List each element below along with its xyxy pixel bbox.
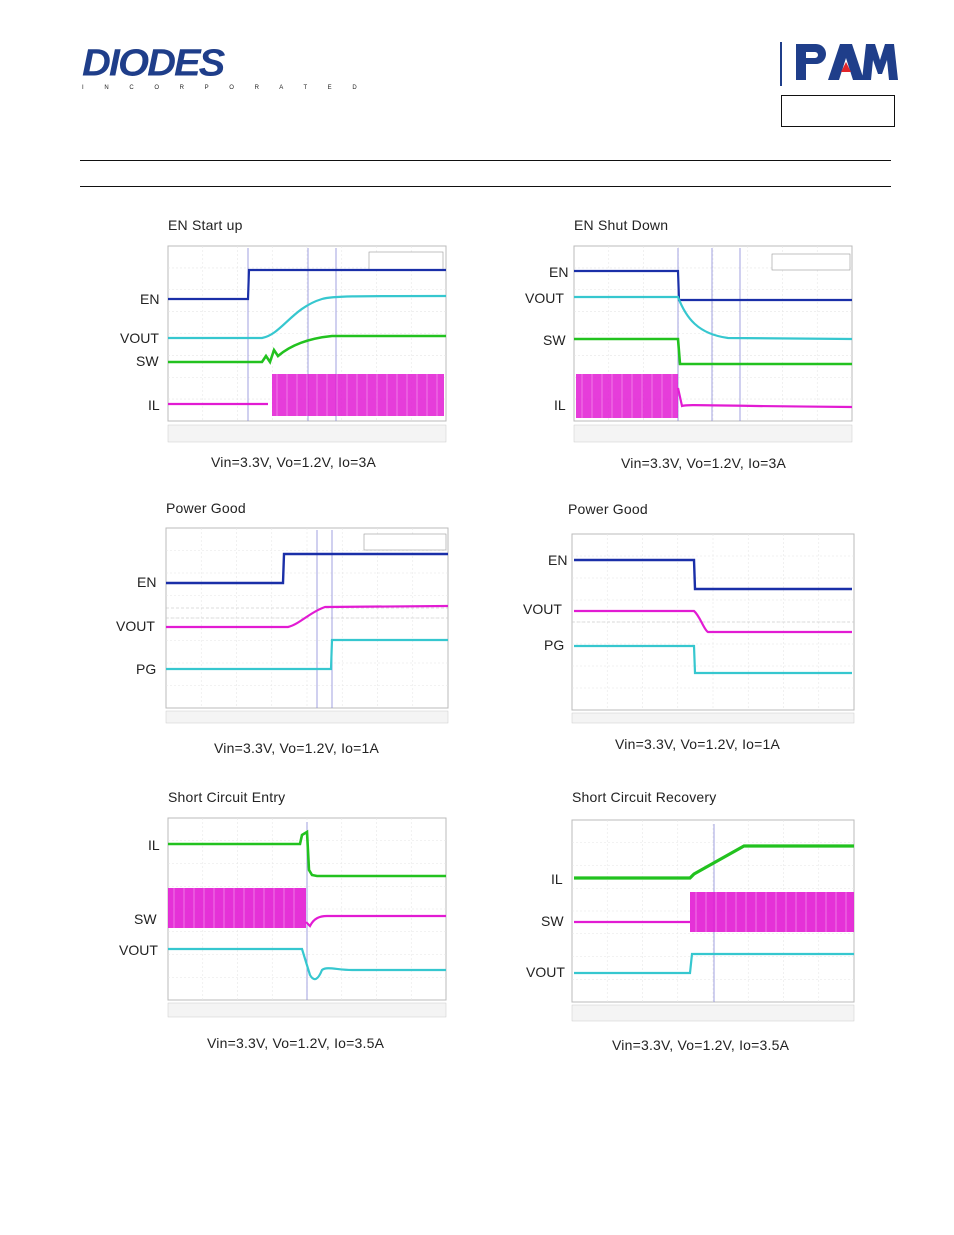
channel-label-il: IL	[148, 397, 160, 413]
diodes-logo-subtitle: I N C O R P O R A T E D	[82, 85, 367, 91]
channel-label-vout: VOUT	[523, 601, 562, 617]
panel-caption-power-good-1: Vin=3.3V, Vo=1.2V, Io=1A	[214, 740, 380, 756]
panel-title-power-good-2: Power Good	[568, 501, 648, 517]
channel-label-en: EN	[137, 574, 157, 590]
panel-title-short-circuit-recovery: Short Circuit Recovery	[572, 789, 717, 805]
channel-label-en: EN	[549, 264, 569, 280]
diodes-logo-word: DIODES	[82, 42, 225, 84]
panel-caption-short-circuit-recovery: Vin=3.3V, Vo=1.2V, Io=3.5A	[612, 1037, 790, 1053]
panel-caption-power-good-2: Vin=3.3V, Vo=1.2V, Io=1A	[615, 736, 781, 752]
channel-label-sw: SW	[134, 911, 157, 927]
channel-label-en: EN	[548, 552, 568, 568]
scope-screenshot-power-good-1	[160, 520, 452, 724]
document-id-box	[781, 95, 895, 127]
channel-label-il: IL	[148, 837, 160, 853]
diodes-logo: DIODES I N C O R P O R A T E D	[82, 42, 367, 92]
header-rule-bottom	[80, 186, 891, 187]
scope-screenshot-short-circuit-entry	[162, 810, 452, 1020]
channel-label-sw: SW	[541, 913, 564, 929]
scope-screenshot-short-circuit-recovery	[566, 812, 860, 1024]
panel-caption-en-shutdown: Vin=3.3V, Vo=1.2V, Io=3A	[621, 455, 787, 471]
pam-logo	[780, 40, 900, 86]
panel-title-en-shutdown: EN Shut Down	[574, 217, 669, 233]
pam-logo-mark	[796, 44, 898, 80]
channel-label-en: EN	[140, 291, 160, 307]
panel-title-short-circuit-entry: Short Circuit Entry	[168, 789, 286, 805]
scope-screenshot-power-good-2	[566, 520, 858, 724]
pam-logo-divider	[780, 42, 782, 86]
channel-label-sw: SW	[136, 353, 159, 369]
channel-label-pg: PG	[544, 637, 565, 653]
channel-label-il: IL	[551, 871, 563, 887]
scope-screenshot-en-shutdown	[568, 238, 858, 444]
channel-label-vout: VOUT	[119, 942, 158, 958]
scope-screenshot-en-startup	[162, 238, 452, 444]
channel-label-il: IL	[554, 397, 566, 413]
channel-label-vout: VOUT	[525, 290, 564, 306]
channel-label-sw: SW	[543, 332, 566, 348]
panel-title-power-good-1: Power Good	[166, 500, 246, 516]
panel-caption-en-startup: Vin=3.3V, Vo=1.2V, Io=3A	[211, 454, 377, 470]
panel-title-en-startup: EN Start up	[168, 217, 243, 233]
channel-label-vout: VOUT	[120, 330, 159, 346]
channel-label-pg: PG	[136, 661, 157, 677]
channel-label-vout: VOUT	[116, 618, 155, 634]
channel-label-vout: VOUT	[526, 964, 565, 980]
header-rule-top	[80, 160, 891, 161]
panel-caption-short-circuit-entry: Vin=3.3V, Vo=1.2V, Io=3.5A	[207, 1035, 385, 1051]
